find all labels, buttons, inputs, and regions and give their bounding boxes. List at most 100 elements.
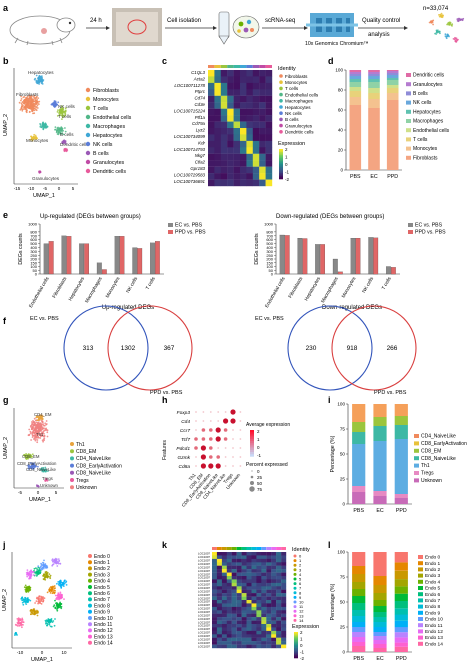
umap-b-cluster-label: NK cells: [58, 104, 76, 109]
umap-b-point: [20, 106, 23, 109]
heatmap-k-gene-label: LOC1007: [198, 562, 210, 566]
heatmap-k-cell: [241, 620, 247, 625]
heatmap-c-gene-label: LOC100734099: [174, 134, 206, 139]
umap-j-point: [38, 601, 41, 604]
dotplot-h-dot: [202, 411, 205, 413]
heatmap-c-cell: [214, 173, 221, 180]
heatmap-k-cell: [266, 593, 272, 597]
stacked-bar-l-legend-label: Endo 0: [425, 555, 441, 561]
umap-j-legend-label: Endo 5: [94, 585, 110, 591]
bar-down-bar: [315, 244, 320, 275]
heatmap-k-identity-bar: [241, 547, 247, 550]
dotplot-h-dot: [202, 420, 205, 422]
heatmap-c-cell: [220, 102, 228, 109]
heatmap-k-cell: [226, 572, 232, 577]
panel-letter-d: d: [328, 56, 334, 66]
umap-j-point: [28, 586, 31, 589]
umap-j-point: [36, 614, 39, 617]
heatmap-k-cell: [246, 596, 252, 601]
stacked-bar-l-bar-segment: [352, 637, 366, 642]
umap-j-point: [48, 573, 51, 575]
heatmap-k-cell: [261, 555, 267, 559]
heatmap-k-gene-label: LOC1007: [198, 603, 210, 607]
umap-b-point: [29, 138, 32, 141]
heatmap-k-colorbar-segment: [294, 642, 298, 644]
heatmap-k-cell: [231, 617, 237, 621]
stacked-bar-l-legend-swatch: [418, 586, 423, 590]
bar-up-degs: 0501001502002503004005006007008001000End…: [18, 222, 164, 309]
umap-j-point: [32, 608, 35, 611]
umap-j-point: [49, 625, 52, 628]
heatmap-k-cell: [271, 627, 277, 631]
bar-up-category-label: Fibroblasts: [51, 275, 68, 299]
heatmap-c-cell: [208, 179, 215, 187]
umap-g-point: [31, 436, 34, 438]
heatmap-c-cell: [259, 173, 266, 180]
umap-g-point: [33, 424, 36, 427]
stacked-bar-l-bar-segment: [373, 600, 387, 606]
bar-down-bar: [332, 258, 338, 275]
bar-up-category-label: Monocytes: [105, 275, 122, 299]
dotplot-h-dot: [239, 420, 242, 422]
stacked-bar-d-bar-segment: [368, 70, 380, 72]
umap-j-point: [39, 566, 42, 569]
heatmap-k-colorbar-segment: [294, 650, 298, 652]
heatmap-c-identity-bar: [220, 65, 228, 68]
umap-j-point: [30, 608, 33, 611]
umap-b-point: [38, 100, 41, 103]
umap-b-point: [34, 103, 37, 106]
heatmap-c-cell: [265, 82, 273, 90]
heatmap-k-cell: [251, 620, 257, 625]
heatmap-k-cell: [246, 627, 252, 631]
heatmap-k-cell: [212, 641, 218, 645]
heatmap-c-gene-label: LOC100729583: [174, 172, 206, 177]
heatmap-c-cell: [233, 95, 241, 103]
umap-j-point: [26, 589, 29, 591]
stacked-bar-d-category-label: EC: [370, 174, 378, 180]
umap-b-point: [22, 105, 24, 107]
stacked-bar-i-legend-swatch: [414, 471, 419, 475]
bar-up-ytick-label: 100: [30, 264, 37, 269]
heatmap-c-cell: [214, 147, 221, 154]
umap-g-point: [38, 414, 41, 416]
umap-b-point: [38, 83, 40, 85]
step4b-label: analysis: [368, 32, 390, 38]
heatmap-c-gene-label: Cd74: [195, 96, 206, 101]
heatmap-c-cell: [227, 121, 234, 129]
heatmap-k-cell: [221, 579, 227, 583]
umap-b-point: [43, 123, 46, 126]
heatmap-c-cell: [246, 140, 253, 148]
heatmap-k-cell: [261, 630, 267, 635]
arrow-1-head: [106, 26, 110, 30]
stacked-bar-d-bar-segment: [368, 72, 380, 74]
heatmap-k-legend-swatch: [293, 559, 297, 563]
umap-b-legend-label: Dendritic cells: [93, 169, 126, 175]
umap-g-point: [36, 419, 39, 422]
umap-g-legend-swatch: [70, 478, 74, 482]
stacked-bar-l-legend-label: Endo 7: [425, 598, 441, 604]
umap-g-legend-label: CD8_EM: [76, 449, 96, 455]
heatmap-c-cell: [208, 76, 215, 83]
umap-j-point: [28, 577, 31, 580]
heatmap-k-cell: [241, 589, 247, 594]
heatmap-k-cell: [261, 617, 267, 621]
stacked-bar-d-bar-segment: [368, 88, 380, 93]
stacked-bar-d-bar-segment: [349, 79, 362, 82]
heatmap-c-cell: [227, 95, 234, 103]
heatmap-k-cell: [251, 637, 257, 642]
heatmap-k-cell: [256, 624, 262, 628]
umap-g-point: [30, 465, 32, 468]
umap-j-point: [45, 565, 48, 568]
umap-b-legend-label: B cells: [93, 151, 109, 157]
heatmap-c-cell: [233, 82, 241, 90]
heatmap-k-cell: [261, 552, 267, 556]
umap-b-point: [40, 78, 43, 81]
heatmap-c-cell: [227, 173, 234, 180]
stacked-bar-i-bar-segment: [394, 494, 408, 498]
heatmap-k-legend-label: 7: [299, 586, 302, 591]
bar-down-category-label: Fibroblasts: [287, 275, 304, 299]
umap-g-cluster-label: Tregs: [42, 476, 53, 481]
